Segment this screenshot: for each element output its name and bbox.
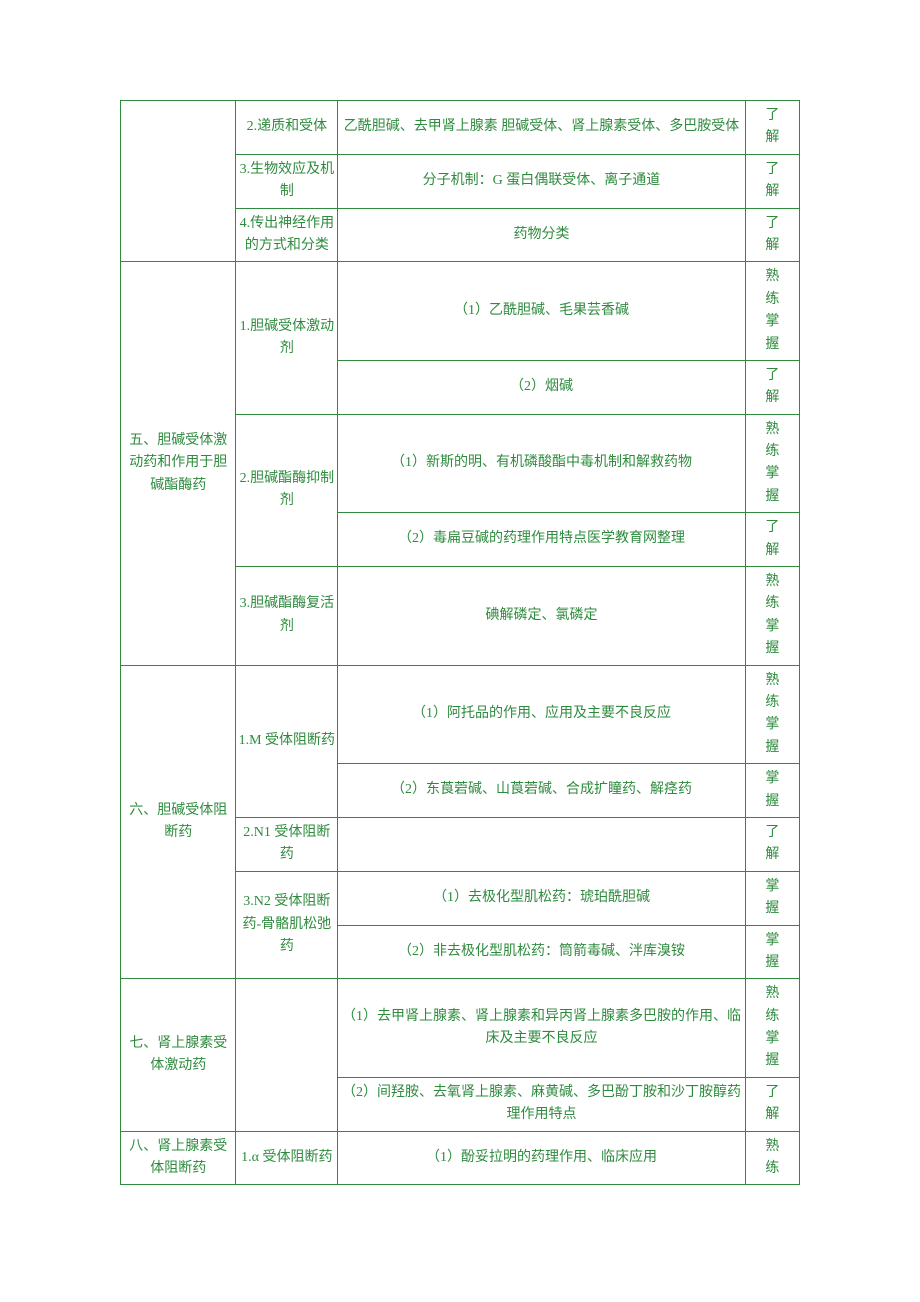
topic-cell: 1.胆碱受体激动剂 <box>236 262 338 414</box>
topic-cell: 1.α 受体阻断药 <box>236 1131 338 1185</box>
level-cell: 了解 <box>745 817 799 871</box>
level-cell: 熟练掌握 <box>745 665 799 764</box>
topic-cell <box>236 979 338 1131</box>
content-cell: 药物分类 <box>338 208 745 262</box>
section-cell: 五、胆碱受体激动药和作用于胆碱酯酶药 <box>121 262 236 665</box>
topic-cell: 2.递质和受体 <box>236 101 338 155</box>
content-cell <box>338 817 745 871</box>
level-cell: 了解 <box>745 101 799 155</box>
level-cell: 掌握 <box>745 871 799 925</box>
content-cell: （2）东莨菪碱、山莨菪碱、合成扩瞳药、解痉药 <box>338 764 745 818</box>
level-cell: 了解 <box>745 513 799 567</box>
content-cell: （1）乙酰胆碱、毛果芸香碱 <box>338 262 745 361</box>
level-cell: 掌握 <box>745 764 799 818</box>
level-cell: 熟练掌握 <box>745 414 799 513</box>
topic-cell: 4.传出神经作用的方式和分类 <box>236 208 338 262</box>
content-cell: （1）去甲肾上腺素、肾上腺素和异丙肾上腺素多巴胺的作用、临床及主要不良反应 <box>338 979 745 1078</box>
level-cell: 掌握 <box>745 925 799 979</box>
level-cell: 了解 <box>745 208 799 262</box>
content-cell: 乙酰胆碱、去甲肾上腺素 胆碱受体、肾上腺素受体、多巴胺受体 <box>338 101 745 155</box>
level-cell: 了解 <box>745 154 799 208</box>
section-cell: 六、胆碱受体阻断药 <box>121 665 236 979</box>
topic-cell: 1.M 受体阻断药 <box>236 665 338 817</box>
level-cell: 熟练掌握 <box>745 262 799 361</box>
topic-cell: 3.N2 受体阻断药-骨骼肌松弛药 <box>236 871 338 979</box>
section-cell: 七、肾上腺素受体激动药 <box>121 979 236 1131</box>
content-cell: （2）间羟胺、去氧肾上腺素、麻黄碱、多巴酚丁胺和沙丁胺醇药理作用特点 <box>338 1077 745 1131</box>
syllabus-table: 2.递质和受体 乙酰胆碱、去甲肾上腺素 胆碱受体、肾上腺素受体、多巴胺受体 了解… <box>120 100 800 1185</box>
level-cell: 熟练 <box>745 1131 799 1185</box>
content-cell: （1）阿托品的作用、应用及主要不良反应 <box>338 665 745 764</box>
content-cell: 分子机制：G 蛋白偶联受体、离子通道 <box>338 154 745 208</box>
level-cell: 熟练掌握 <box>745 567 799 666</box>
content-cell: （2）非去极化型肌松药：筒箭毒碱、泮库溴铵 <box>338 925 745 979</box>
content-cell: 碘解磷定、氯磷定 <box>338 567 745 666</box>
section-cell: 八、肾上腺素受体阻断药 <box>121 1131 236 1185</box>
level-cell: 熟练掌握 <box>745 979 799 1078</box>
level-cell: 了解 <box>745 360 799 414</box>
content-cell: （2）毒扁豆碱的药理作用特点医学教育网整理 <box>338 513 745 567</box>
content-cell: （2）烟碱 <box>338 360 745 414</box>
level-cell: 了解 <box>745 1077 799 1131</box>
topic-cell: 3.胆碱酯酶复活剂 <box>236 567 338 666</box>
content-cell: （1）酚妥拉明的药理作用、临床应用 <box>338 1131 745 1185</box>
content-cell: （1）新斯的明、有机磷酸酯中毒机制和解救药物 <box>338 414 745 513</box>
section-cell <box>121 101 236 262</box>
content-cell: （1）去极化型肌松药：琥珀酰胆碱 <box>338 871 745 925</box>
topic-cell: 2.N1 受体阻断药 <box>236 817 338 871</box>
topic-cell: 3.生物效应及机制 <box>236 154 338 208</box>
topic-cell: 2.胆碱酯酶抑制剂 <box>236 414 338 566</box>
